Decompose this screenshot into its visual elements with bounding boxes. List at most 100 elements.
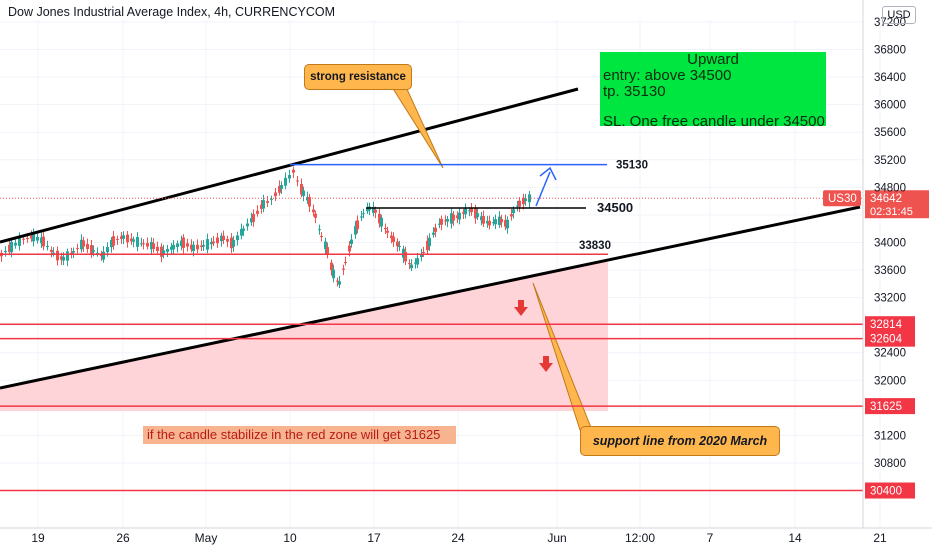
candle-body [36,237,39,241]
x-tick-label: 26 [116,531,130,545]
candle-body [488,220,491,226]
candle-body [456,215,459,218]
level-badge-text: 31625 [870,401,902,413]
candle-body [482,216,485,224]
candle-body [250,218,253,223]
candle-body [66,251,69,261]
currency-button[interactable]: USD [882,6,916,24]
y-tick-label: 34800 [874,182,906,194]
candle-body [434,227,437,232]
strong-resistance-callout: strong resistance [304,64,412,90]
candle-body [52,252,55,254]
candle-body [396,241,399,247]
candle-body [330,262,333,271]
candle-body [112,236,115,246]
candle-body [500,218,503,223]
candle-body [332,269,335,279]
candle-body [56,250,59,261]
candle-body [302,190,305,196]
candle-body [126,234,129,243]
candle-body [446,219,449,222]
candle-body [398,245,401,247]
candle-body [320,236,323,238]
candle-body [180,240,183,246]
chart-title: Dow Jones Industrial Average Index, 4h, … [8,5,335,19]
candle-body [306,197,309,201]
candle-body [510,214,513,217]
candle-body [130,238,133,242]
candle-body [278,185,281,193]
candle-body [300,183,303,195]
candle-body [42,236,45,247]
y-tick-label: 35200 [874,155,906,167]
x-tick-label: 14 [788,531,802,545]
candle-body [416,258,419,265]
y-tick-label: 32400 [874,348,906,360]
strategy-tp: tp. 35130 [603,83,666,100]
candle-body [274,192,277,197]
candle-body [122,235,125,239]
candle-body [170,246,173,250]
candles [0,166,531,289]
candle-body [260,204,263,209]
candle-body [18,237,21,246]
candle-body [14,242,17,246]
candle-body [356,220,359,230]
candle-body [210,241,213,245]
candle-body [528,194,531,203]
candle-body [226,239,229,242]
candle-body [212,241,215,244]
candle-body [354,226,357,235]
candle-body [312,209,315,213]
level-badge [865,316,915,333]
candle-body [494,219,497,225]
candle-body [132,239,135,242]
down-arrow-icon [514,300,528,316]
candle-body [72,250,75,253]
candle-body [414,262,417,264]
candle-body [506,219,509,229]
candle-body [458,212,461,220]
target-arrow-shaft [535,171,551,207]
trend-lines [0,86,861,431]
price-tag-countdown: 02:31:45 [870,206,913,218]
y-tick-label: 30800 [874,458,906,470]
candle-body [192,244,195,252]
candle-body [150,242,153,250]
candle-body [288,175,291,179]
price-tag-value: 34642 [870,193,902,205]
candle-body [476,213,479,218]
candle-body [142,243,145,245]
candle-body [232,239,235,247]
y-tick-label: 32000 [874,375,906,387]
candle-body [102,251,105,260]
candle-body [162,250,165,255]
candle-body [30,235,33,239]
x-tick-label: 21 [873,531,887,545]
candle-body [4,250,7,253]
candle-body [280,185,283,189]
candle-body [348,245,351,252]
candle-body [284,177,287,186]
candle-body [32,232,35,242]
candle-body [452,214,455,221]
level-badge [865,398,915,415]
candle-body [236,235,239,241]
candle-body [504,220,507,227]
candle-body [426,240,429,251]
candle-body [326,247,329,254]
candle-body [498,216,501,226]
candle-body [338,281,341,285]
candle-body [408,263,411,265]
y-tick-label: 31200 [874,430,906,442]
candle-body [266,201,269,203]
candle-body [152,243,155,249]
candle-body [344,262,347,264]
strategy-heading: Upward [687,51,739,68]
candle-body [390,235,393,239]
candle-body [372,207,375,213]
candle-body [342,268,345,270]
candle-body [80,239,83,250]
candle-body [462,212,465,214]
candle-body [262,200,265,209]
